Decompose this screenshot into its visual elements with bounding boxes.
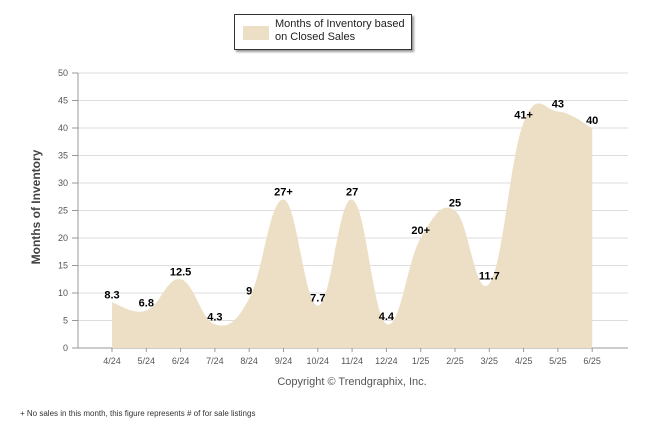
y-tick-label: 35 xyxy=(58,151,68,161)
y-tick-label: 40 xyxy=(58,123,68,133)
y-axis-label: Months of Inventory xyxy=(29,149,43,265)
x-tick-label: 7/24 xyxy=(206,356,224,366)
y-tick-label: 25 xyxy=(58,206,68,216)
x-tick-label: 10/24 xyxy=(307,356,330,366)
data-label: 27 xyxy=(346,187,358,199)
x-tick-label: 6/25 xyxy=(583,356,601,366)
data-label: 40 xyxy=(586,115,598,127)
x-tick-label: 3/25 xyxy=(481,356,499,366)
legend-label: Months of Inventory based on Closed Sale… xyxy=(275,18,405,43)
x-tick-label: 12/24 xyxy=(375,356,398,366)
data-label: 4.4 xyxy=(379,311,395,323)
area-series xyxy=(112,103,593,348)
data-label: 9 xyxy=(246,286,252,298)
data-label: 20+ xyxy=(411,225,430,237)
y-axis-ticks: 0 5 10 15 20 25 30 35 40 45 50 xyxy=(58,68,78,353)
y-tick-label: 10 xyxy=(58,288,68,298)
x-tick-label: 8/24 xyxy=(240,356,258,366)
data-label: 25 xyxy=(449,198,461,210)
legend-swatch xyxy=(243,26,269,40)
x-tick-label: 9/24 xyxy=(275,356,293,366)
x-tick-label: 6/24 xyxy=(172,356,190,366)
data-label: 7.7 xyxy=(310,293,325,305)
x-axis-ticks: 4/24 5/24 6/24 7/24 8/24 9/24 10/24 11/24 12/24 1… xyxy=(103,348,601,366)
x-tick-label: 1/25 xyxy=(412,356,430,366)
x-tick-label: 4/25 xyxy=(515,356,533,366)
y-tick-label: 15 xyxy=(58,261,68,271)
footnote: + No sales in this month, this figure re… xyxy=(20,409,256,418)
legend: Months of Inventory based on Closed Sale… xyxy=(234,14,412,50)
data-label: 4.3 xyxy=(207,311,222,323)
y-tick-label: 30 xyxy=(58,178,68,188)
y-tick-label: 0 xyxy=(63,343,68,353)
data-labels: 8.3 6.8 12.5 4.3 9 27+ 7.7 27 4.4 20+ 25 11.7 41+ 43 4… xyxy=(104,99,598,324)
data-label: 12.5 xyxy=(170,266,191,278)
y-tick-label: 50 xyxy=(58,68,68,78)
y-tick-label: 5 xyxy=(63,316,68,326)
data-label: 41+ xyxy=(514,110,533,122)
y-tick-label: 20 xyxy=(58,233,68,243)
data-label: 11.7 xyxy=(479,271,500,283)
data-label: 6.8 xyxy=(139,298,154,310)
x-tick-label: 2/25 xyxy=(446,356,464,366)
x-tick-label: 4/24 xyxy=(103,356,121,366)
x-tick-label: 5/25 xyxy=(549,356,567,366)
x-tick-label: 5/24 xyxy=(138,356,156,366)
data-label: 27+ xyxy=(274,187,293,199)
y-tick-label: 45 xyxy=(58,96,68,106)
x-tick-label: 11/24 xyxy=(341,356,363,366)
copyright-text: Copyright © Trendgraphix, Inc. xyxy=(277,376,427,388)
area-fill xyxy=(112,103,593,348)
data-label: 8.3 xyxy=(104,289,119,301)
data-label: 43 xyxy=(552,99,564,111)
